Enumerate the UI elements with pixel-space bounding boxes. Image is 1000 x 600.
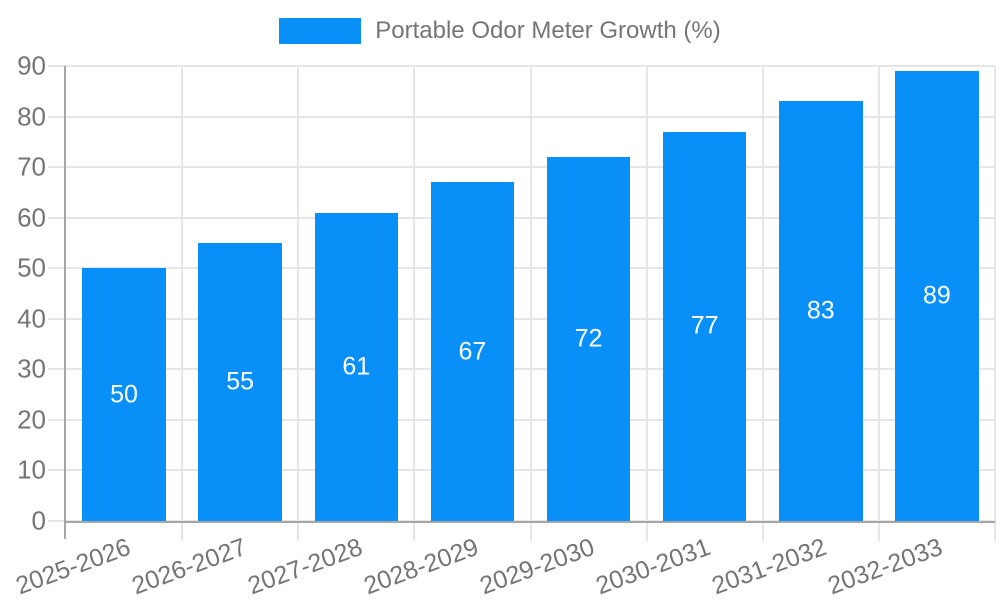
gridline-horizontal <box>48 418 995 421</box>
gridline-horizontal <box>48 65 995 67</box>
x-tick-label: 2026-2027 <box>127 533 250 600</box>
y-tick-label: 20 <box>17 404 46 435</box>
y-tick-label: 10 <box>17 454 46 485</box>
x-tick-label: 2031-2032 <box>708 533 831 600</box>
bar-value-label: 50 <box>110 380 138 409</box>
x-tick-label: 2032-2033 <box>824 533 947 600</box>
bar-slot: 50 <box>66 66 182 521</box>
bar-value-label: 67 <box>458 337 487 366</box>
x-tick-label: 2028-2029 <box>360 533 483 600</box>
y-tick-label: 40 <box>17 303 46 334</box>
gridline-vertical <box>181 66 184 541</box>
bar-slot: 77 <box>647 66 763 521</box>
y-tick-label: 30 <box>17 353 46 384</box>
bar-value-label: 83 <box>806 296 835 325</box>
bars-layer: 50 55 61 67 72 77 83 89 <box>66 66 995 521</box>
gridline-vertical <box>994 66 996 541</box>
gridline-horizontal <box>48 216 995 219</box>
gridline-vertical <box>529 66 532 541</box>
legend-swatch <box>279 18 362 44</box>
x-tick-label: 2030-2031 <box>592 533 715 600</box>
gridline-vertical <box>877 66 880 541</box>
bar-slot: 67 <box>414 66 530 521</box>
y-tick-label: 70 <box>17 151 46 182</box>
bar: 50 <box>82 268 166 521</box>
y-tick-label: 0 <box>31 505 46 536</box>
gridline-horizontal <box>48 115 995 118</box>
bar-value-label: 89 <box>923 281 951 310</box>
bar-slot: 72 <box>531 66 647 521</box>
bar: 61 <box>314 212 399 521</box>
x-axis-line <box>66 521 995 523</box>
y-tick-label: 60 <box>17 202 46 233</box>
bar: 72 <box>546 157 631 521</box>
bar-slot: 61 <box>298 66 414 521</box>
gridline-vertical <box>645 66 648 541</box>
gridline-horizontal <box>48 166 995 169</box>
gridline-horizontal <box>48 267 995 270</box>
gridline-horizontal <box>48 368 995 371</box>
x-tick-label: 2029-2030 <box>476 533 599 600</box>
bar-value-label: 77 <box>690 311 719 340</box>
gridline-vertical <box>297 66 300 541</box>
bar-value-label: 72 <box>574 324 603 353</box>
y-tick-label: 80 <box>17 101 46 132</box>
bar-slot: 55 <box>182 66 298 521</box>
bar-slot: 83 <box>763 66 879 521</box>
gridline-horizontal <box>48 317 995 320</box>
gridline-vertical <box>761 66 764 541</box>
bar-value-label: 61 <box>342 352 371 381</box>
bar-slot: 89 <box>879 66 995 521</box>
y-axis-line <box>64 66 66 539</box>
bar-value-label: 55 <box>226 367 255 396</box>
bar: 77 <box>662 131 747 521</box>
plot-area: 50 55 61 67 72 77 83 89 <box>48 65 996 541</box>
y-tick-label: 50 <box>17 252 46 283</box>
bar: 83 <box>779 101 863 521</box>
x-tick-label: 2025-2026 <box>11 533 134 600</box>
gridline-horizontal <box>48 469 995 472</box>
bar: 55 <box>198 242 282 521</box>
gridline-vertical <box>413 66 416 541</box>
legend-label: Portable Odor Meter Growth (%) <box>375 17 721 44</box>
y-tick-label: 90 <box>17 50 46 81</box>
bar: 67 <box>430 182 515 521</box>
legend: Portable Odor Meter Growth (%) <box>0 17 1000 45</box>
bar: 89 <box>895 71 979 521</box>
x-tick-label: 2027-2028 <box>243 533 366 600</box>
y-axis-labels: 0 10 20 30 40 50 60 70 80 90 <box>0 51 46 536</box>
